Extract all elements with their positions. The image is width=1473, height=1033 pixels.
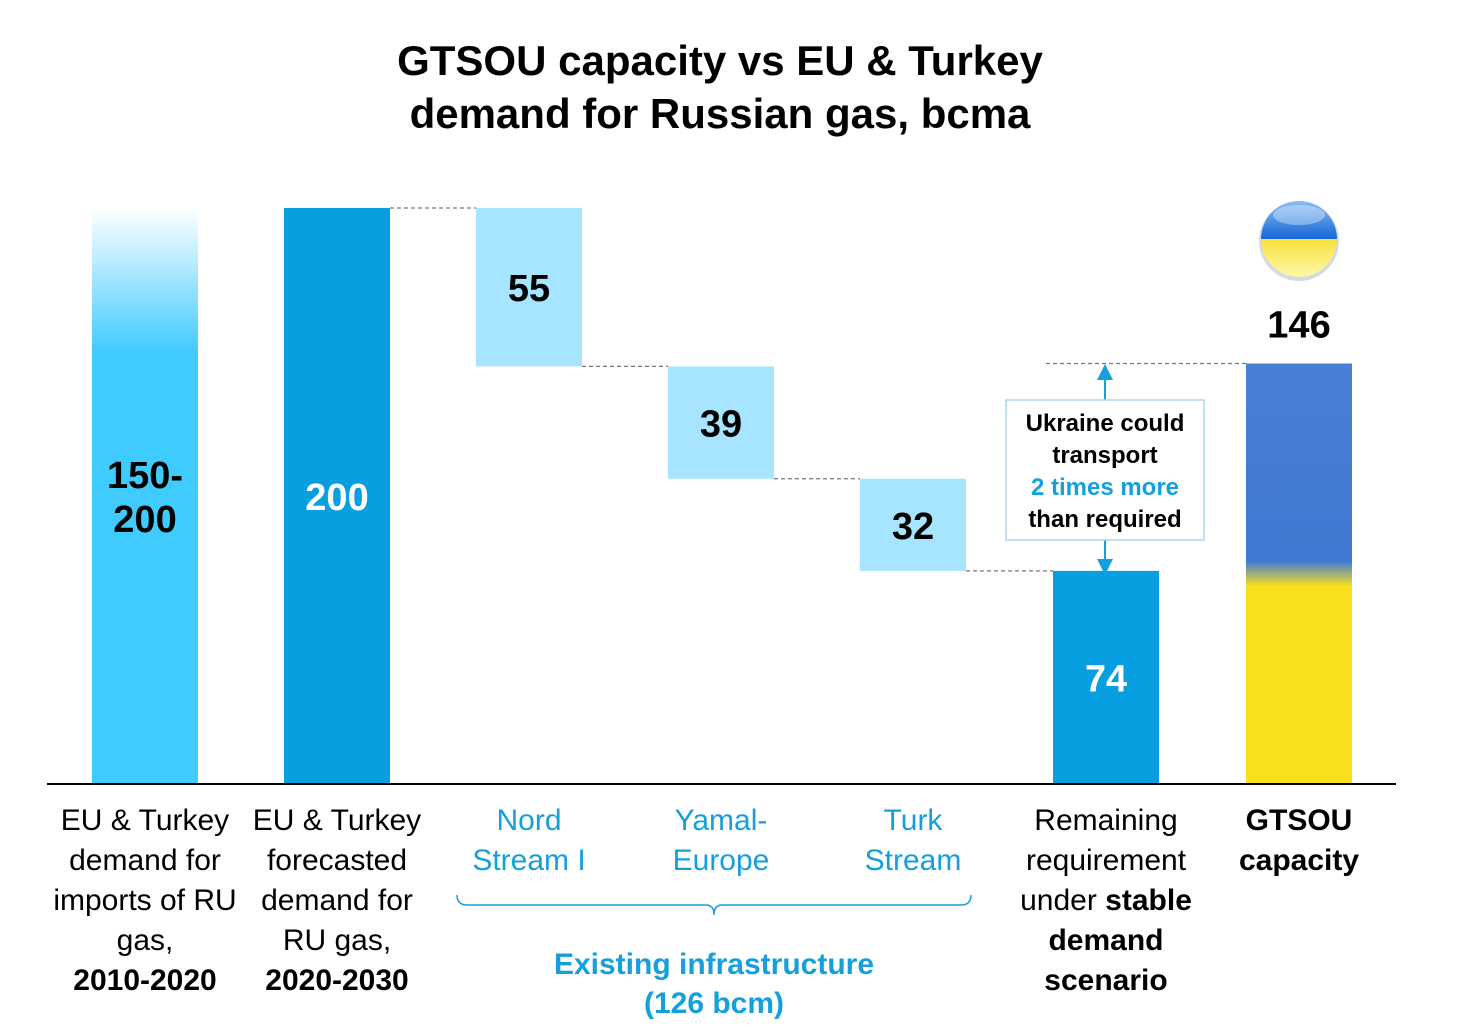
callout-line4: than required xyxy=(1028,506,1181,533)
callout: Ukraine could transport 2 times more tha… xyxy=(1005,364,1205,575)
category-label-nord-stream: Stream I xyxy=(472,844,585,877)
bar-forecast-2020-2030 xyxy=(284,208,390,784)
category-label-gtsou-capacity: GTSOU xyxy=(1246,804,1353,837)
category-label-forecast-2020-2030: demand for xyxy=(261,884,413,917)
callout-line1: Ukraine could xyxy=(1026,410,1185,437)
category-label-forecast-2020-2030: 2020-2030 xyxy=(265,964,408,997)
existing-infrastructure-bracket xyxy=(456,894,972,916)
chart-title-line1: GTSOU capacity vs EU & Turkey xyxy=(397,37,1043,84)
callout-line2: transport xyxy=(1052,442,1157,469)
chart-title-line2: demand for Russian gas, bcma xyxy=(410,90,1031,137)
callout-line3: 2 times more xyxy=(1031,474,1179,501)
category-label-demand-2010-2020: EU & Turkey xyxy=(61,804,229,837)
category-label-forecast-2020-2030: forecasted xyxy=(267,844,407,877)
category-label-remaining: under stable xyxy=(1020,884,1192,917)
bar-demand-2010-2020-range xyxy=(92,208,198,353)
bar-nord-stream xyxy=(476,208,582,367)
category-label-remaining: scenario xyxy=(1044,964,1167,997)
category-label-yamal-europe: Europe xyxy=(673,844,770,877)
category-label-forecast-2020-2030: EU & Turkey xyxy=(253,804,421,837)
bar-turk-stream xyxy=(860,478,966,571)
category-label-remaining: Remaining xyxy=(1034,804,1177,837)
bar-gtsou-capacity xyxy=(1246,363,1352,784)
bracket-path xyxy=(456,894,972,916)
bracket-label-line1: Existing infrastructure xyxy=(554,948,874,981)
value-label-gtsou-capacity: 146 xyxy=(1267,305,1330,347)
value-label-yamal-europe: 39 xyxy=(700,404,742,446)
category-label-turk-stream: Turk xyxy=(884,804,944,837)
category-label-demand-2010-2020: imports of RU xyxy=(53,884,236,917)
value-label-turk-stream: 32 xyxy=(892,506,934,548)
value-label-nord-stream: 55 xyxy=(508,268,550,310)
category-label-demand-2010-2020: 2010-2020 xyxy=(73,964,216,997)
value-label-remaining: 74 xyxy=(1085,658,1127,700)
category-label-demand-2010-2020: gas, xyxy=(117,924,174,957)
category-label-demand-2010-2020: demand for xyxy=(69,844,221,877)
bar-remaining xyxy=(1053,570,1159,784)
category-label-nord-stream: Nord xyxy=(496,804,561,837)
ukraine-flag-icon xyxy=(1259,201,1339,281)
category-label-gtsou-capacity: capacity xyxy=(1239,844,1359,877)
category-label-remaining: requirement xyxy=(1026,844,1187,877)
value-label-forecast-2020-2030: 200 xyxy=(305,477,368,519)
callout-box xyxy=(1005,399,1205,541)
category-label-remaining: demand xyxy=(1048,924,1163,957)
bar-demand-2010-2020 xyxy=(92,352,198,784)
bar-yamal-europe xyxy=(668,366,774,479)
category-label-yamal-europe: Yamal- xyxy=(675,804,768,837)
value-label-demand-2010-2020: 200 xyxy=(113,499,176,541)
bracket-label-line2: (126 bcm) xyxy=(644,987,784,1020)
category-label-forecast-2020-2030: RU gas, xyxy=(283,924,391,957)
category-label-turk-stream: Stream xyxy=(865,844,962,877)
value-label-demand-2010-2020: 150- xyxy=(107,455,183,497)
